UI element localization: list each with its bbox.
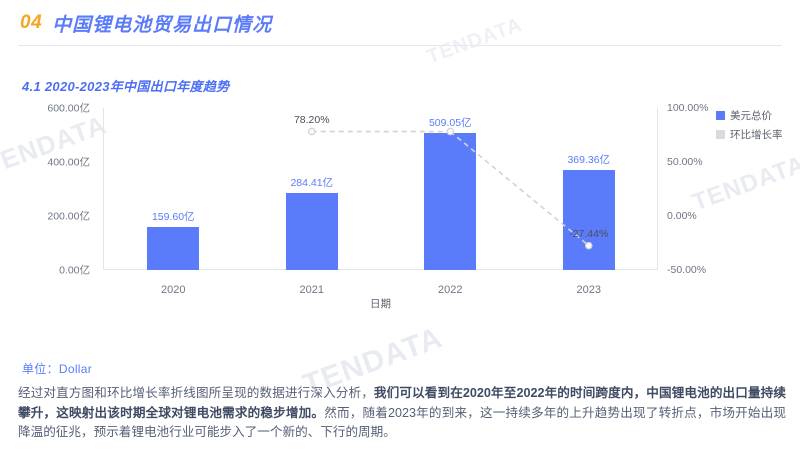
bar-value-label: 159.60亿 [151,210,195,223]
y-axis-right: -50.00% 0.00% 50.00% 100.00% [663,102,733,276]
y-tick-left: 200.00亿 [47,210,90,223]
x-tick-2023: 2023 [576,284,601,296]
x-tick-2022: 2022 [438,284,463,296]
x-tick-2020: 2020 [161,284,186,296]
x-axis-title: 日期 [370,298,391,310]
plot-area [103,108,658,270]
analysis-bold: 我们可以看到在2020年至2022年的时间跨度内，中国锂电池的出口量持续攀升，这… [18,386,786,420]
export-trend-chart: 0.00亿 200.00亿 400.00亿 600.00亿 -50.00% 0.… [18,100,718,310]
section-number: 04 [20,12,43,33]
legend-label: 美元总价 [730,110,772,122]
y-tick-right: 50.00% [667,155,703,168]
y-tick-left: 600.00亿 [47,102,90,115]
y-tick-right: 100.00% [667,102,709,114]
y-tick-right: -50.00% [667,264,707,276]
bar-value-label: 369.36亿 [567,154,611,167]
y-tick-left: 400.00亿 [47,156,90,169]
unit-label: 单位：Dollar [22,362,93,376]
bar-2023[interactable] [562,170,615,270]
y-tick-right: 0.00% [667,210,697,222]
bar-group[interactable]: 284.41亿 [243,108,382,270]
bar-series: 159.60亿 284.41亿 509.05亿 369.36亿 2020 202… [104,108,659,296]
bar-group[interactable]: 509.05亿 [381,108,520,270]
y-axis-left: 0.00亿 200.00亿 400.00亿 600.00亿 [18,103,96,277]
chart-subtitle: 4.1 2020-2023年中国出口年度趋势 [22,79,230,94]
legend-square-blue-icon [716,111,725,120]
bar-2020[interactable] [147,226,200,270]
analysis-part-1: 经过对直方图和环比增长率折线图所呈现的数据进行深入分析， [18,386,374,400]
legend-item-growth-rate[interactable]: 环比增长率 [716,127,783,142]
header-divider [18,45,782,46]
bar-group[interactable]: 369.36亿 [520,108,659,270]
x-tick-2021: 2021 [299,284,324,296]
analysis-paragraph: 经过对直方图和环比增长率折线图所呈现的数据进行深入分析，我们可以看到在2020年… [18,384,786,443]
bar-2021[interactable] [285,193,338,270]
y-tick-left: 0.00亿 [59,264,90,277]
legend-square-gray-icon [716,130,725,139]
page-header: 04 中国锂电池贸易出口情况 [0,0,800,46]
bar-2022[interactable] [424,132,477,270]
bar-value-label: 509.05亿 [428,116,472,129]
page-title: 中国锂电池贸易出口情况 [52,14,273,36]
chart-legend: 美元总价 环比增长率 [716,108,783,146]
bar-value-label: 284.41亿 [290,177,334,190]
bar-group[interactable]: 159.60亿 [104,108,243,270]
legend-item-total-value[interactable]: 美元总价 [716,108,783,123]
legend-label: 环比增长率 [730,129,783,141]
analysis-part-2: 然而，随着2023年的到来，这一持续多年的上升趋势出现了转折点，市场开始出现降温… [18,405,786,440]
